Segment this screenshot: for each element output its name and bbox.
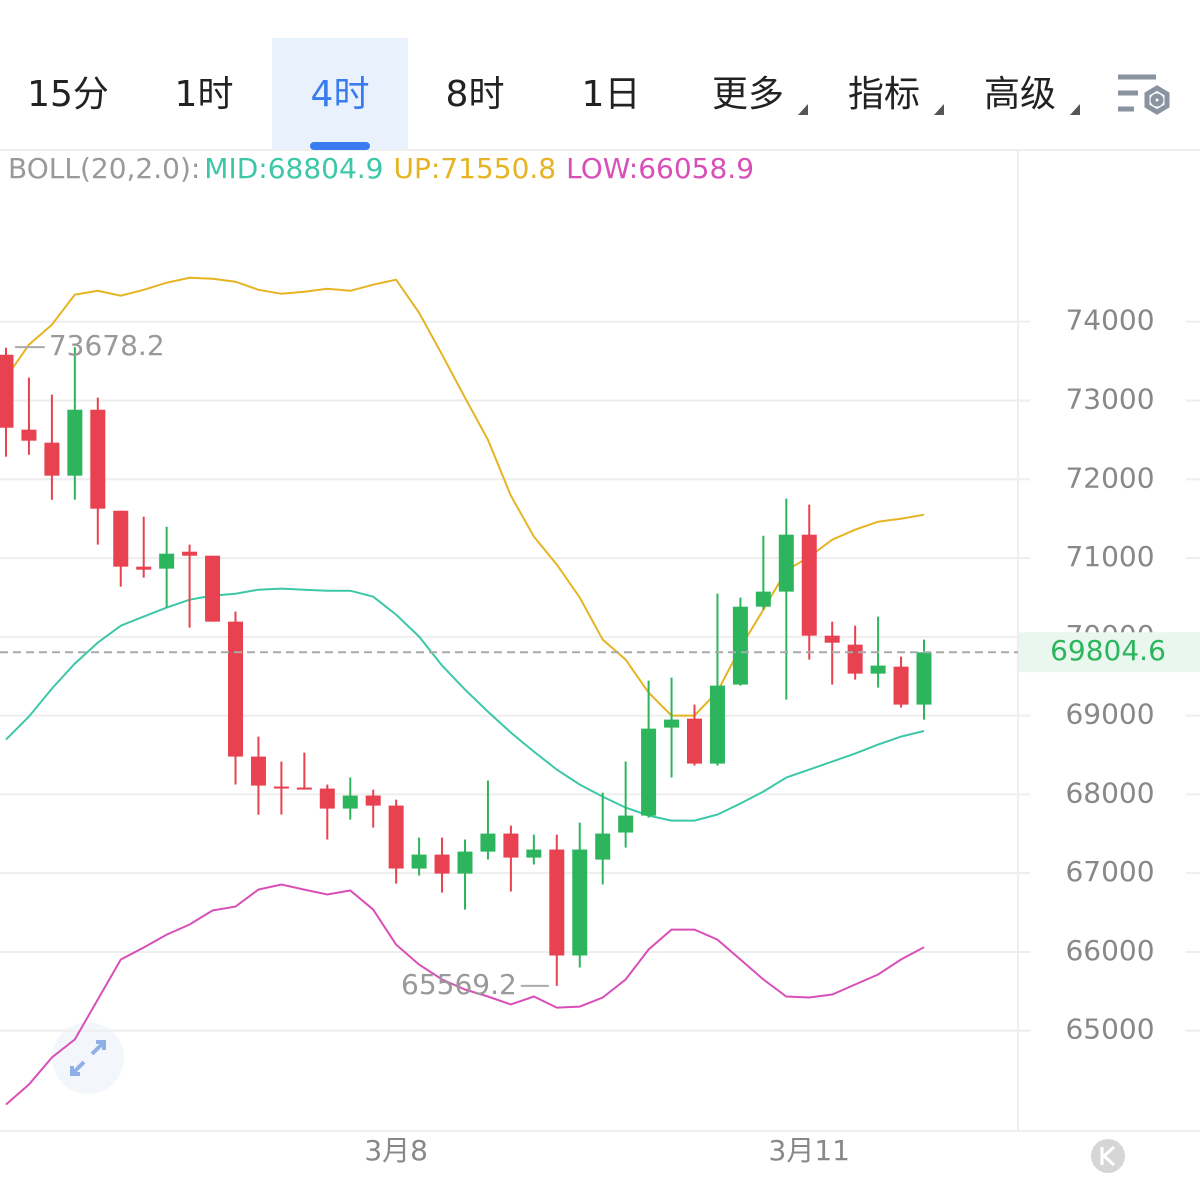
candle-body [503, 833, 519, 858]
y-tick-label: 69000 [1065, 698, 1154, 731]
candle-body [457, 851, 473, 874]
candle-body [136, 566, 152, 570]
candle-body [549, 849, 565, 956]
candle-body [0, 354, 14, 428]
y-tick-label: 68000 [1065, 776, 1154, 809]
candle-body [44, 442, 60, 476]
tab[interactable]: 指标 [848, 74, 920, 115]
candle-body [90, 409, 106, 509]
candle-body [113, 510, 129, 567]
indicator-name: BOLL(20,2.0): [8, 152, 200, 185]
candle-body [572, 849, 588, 956]
y-tick-label: 65000 [1065, 1013, 1154, 1046]
candle-body [664, 719, 680, 728]
candle-body [319, 788, 335, 809]
dropdown-triangle [1070, 104, 1080, 115]
candle-body [182, 551, 198, 556]
k-icon[interactable] [1091, 1139, 1125, 1173]
candle-body [687, 718, 702, 764]
y-tick-label: 73000 [1065, 383, 1154, 416]
candle-body [801, 534, 817, 636]
boll-line [5, 883, 925, 1106]
tab[interactable]: 1日 [582, 74, 641, 115]
tab[interactable]: 15分 [27, 74, 109, 115]
y-tick-label: 67000 [1065, 855, 1154, 888]
candle-body [342, 795, 358, 809]
candle-body [228, 621, 243, 757]
candle-body [250, 756, 266, 786]
candle-body [778, 534, 794, 592]
candle-body [434, 854, 450, 874]
candle-body [365, 795, 381, 806]
tab[interactable]: 4时 [311, 74, 370, 115]
y-tick-label: 74000 [1065, 304, 1154, 337]
dropdown-triangle [934, 104, 944, 115]
candle-body [388, 805, 404, 869]
y-tick-label: 72000 [1065, 461, 1154, 494]
dropdown-triangle [798, 104, 808, 115]
expand-icon[interactable] [52, 1022, 124, 1094]
candle-body [732, 606, 748, 685]
boll-line [5, 587, 925, 822]
x-tick-label: 3月11 [769, 1134, 850, 1167]
candle-body [21, 429, 37, 441]
candle-body [526, 849, 542, 858]
tab[interactable]: 高级 [984, 74, 1056, 115]
max-label: 73678.2 [49, 329, 165, 362]
x-tick-label: 3月8 [364, 1134, 428, 1167]
selected-tab-bg [272, 38, 408, 150]
candle-body [870, 665, 886, 674]
candle-body [411, 854, 427, 869]
tab[interactable]: 1时 [175, 74, 234, 115]
tab-underline [310, 142, 370, 150]
settings-icon[interactable] [1118, 74, 1170, 115]
indicator-legend: BOLL(20,2.0): MID:68804.9 UP:71550.8 LOW:66… [8, 152, 754, 185]
tab[interactable]: 8时 [446, 74, 505, 115]
boll-line [5, 276, 925, 717]
candle-body [595, 833, 611, 860]
candle-body [709, 685, 725, 764]
candle-body [205, 555, 221, 622]
candle-body [641, 728, 657, 816]
candle-body [847, 644, 863, 674]
candle-body [893, 666, 909, 705]
candle-body [159, 553, 175, 569]
tab[interactable]: 更多 [712, 74, 784, 115]
candle-body [916, 652, 932, 705]
legend-entry: MID:68804.9 [204, 152, 383, 185]
candle-body [296, 787, 312, 790]
candle-body [618, 815, 634, 833]
candle-body [824, 635, 840, 643]
candle-body [67, 409, 83, 476]
legend-entry: LOW:66058.9 [566, 152, 754, 185]
last-price-box [1019, 632, 1200, 673]
candle-body [273, 786, 289, 789]
y-tick-label: 71000 [1065, 540, 1154, 573]
candle-body [755, 591, 771, 607]
last-price-label: 69804.6 [1050, 634, 1166, 667]
y-tick-label: 66000 [1065, 934, 1154, 967]
legend-entry: UP:71550.8 [394, 152, 557, 185]
candle-body [480, 833, 496, 852]
min-label: 65569.2 [401, 968, 517, 1001]
